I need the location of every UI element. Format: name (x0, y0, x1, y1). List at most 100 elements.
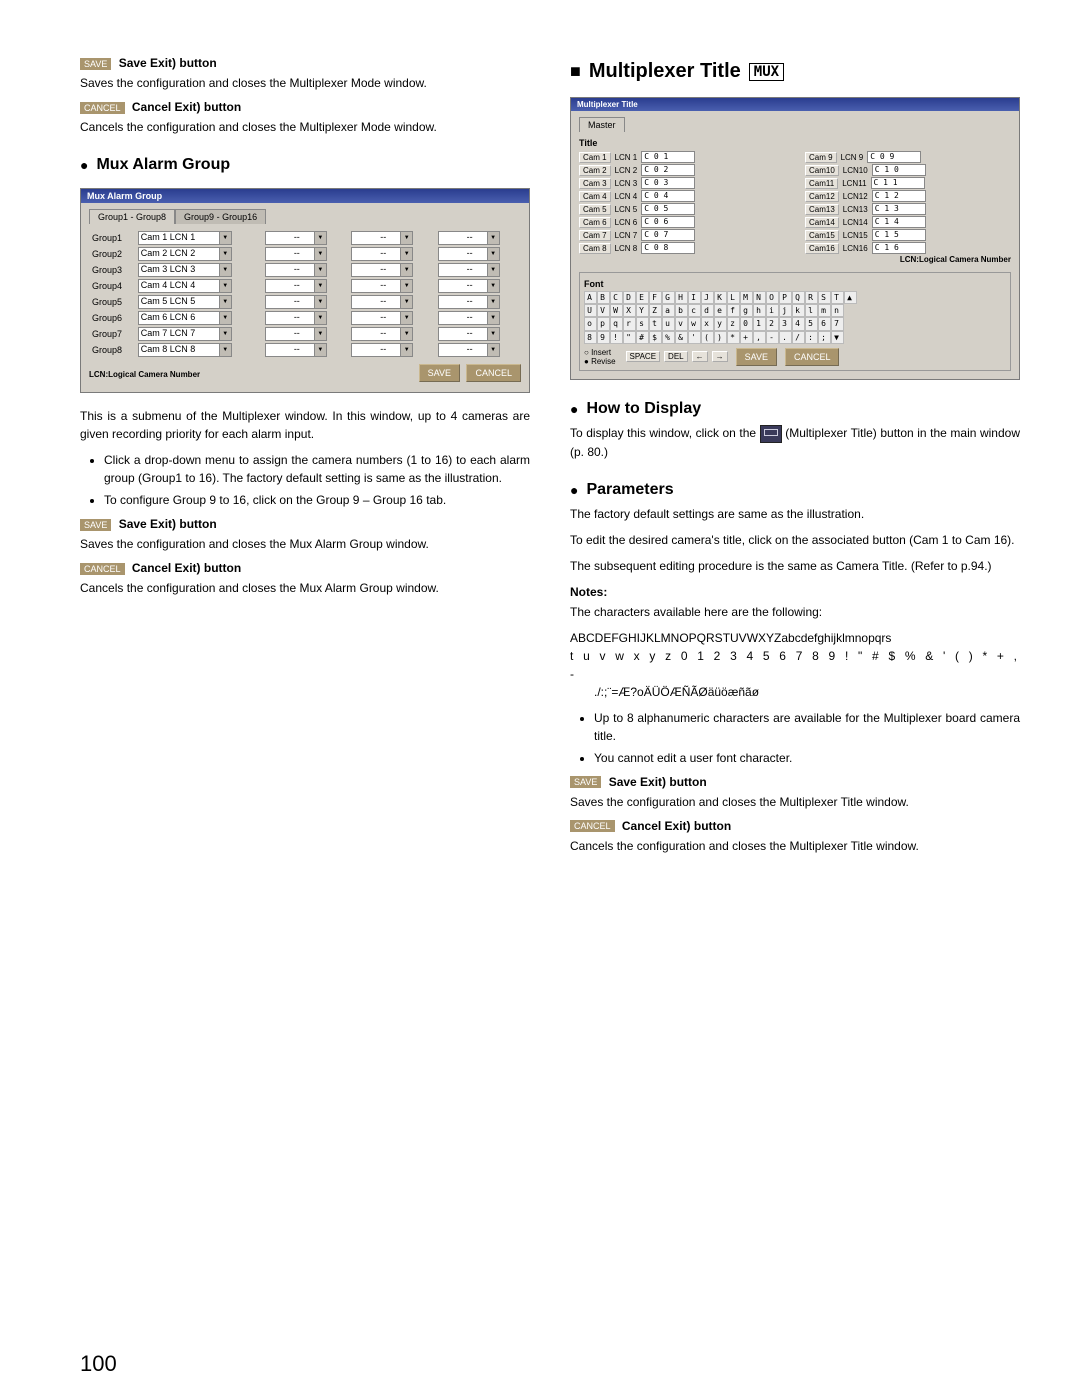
cam-select[interactable]: -- (438, 279, 500, 293)
font-char[interactable]: o (584, 317, 597, 330)
cam-button[interactable]: Cam 1 (579, 152, 611, 163)
font-char[interactable]: l (805, 304, 818, 317)
space-button[interactable]: SPACE (626, 351, 661, 362)
cam-select[interactable]: -- (265, 231, 327, 245)
cam-title-field[interactable]: C 1 1 (871, 177, 925, 189)
font-char[interactable]: * (727, 331, 740, 344)
font-char[interactable]: ! (610, 331, 623, 344)
font-char[interactable]: " (623, 331, 636, 344)
font-char[interactable]: ; (818, 331, 831, 344)
cam-button[interactable]: Cam 3 (579, 178, 611, 189)
font-char[interactable]: R (805, 291, 818, 304)
cam-select[interactable]: Cam 4 LCN 4 (138, 279, 232, 293)
font-char[interactable]: r (623, 317, 636, 330)
mt-cancel-button[interactable]: CANCEL (785, 348, 840, 366)
tab-group1-8[interactable]: Group1 - Group8 (89, 209, 175, 224)
font-char[interactable]: c (688, 304, 701, 317)
cam-select[interactable]: -- (351, 279, 413, 293)
font-char[interactable]: t (649, 317, 662, 330)
cam-button[interactable]: Cam11 (805, 178, 838, 189)
font-char[interactable]: 3 (779, 317, 792, 330)
cam-select[interactable]: -- (265, 343, 327, 357)
cam-select[interactable]: Cam 5 LCN 5 (138, 295, 232, 309)
font-char[interactable]: h (753, 304, 766, 317)
font-char[interactable]: G (662, 291, 675, 304)
font-char[interactable]: ) (714, 331, 727, 344)
panel-cancel-button[interactable]: CANCEL (466, 364, 521, 382)
font-char[interactable]: Y (636, 304, 649, 317)
font-char[interactable]: , (753, 331, 766, 344)
cam-select[interactable]: -- (265, 263, 327, 277)
cam-button[interactable]: Cam 6 (579, 217, 611, 228)
font-char[interactable]: T (831, 291, 844, 304)
font-char[interactable]: O (766, 291, 779, 304)
font-char[interactable]: s (636, 317, 649, 330)
panel-save-button[interactable]: SAVE (419, 364, 460, 382)
cam-title-field[interactable]: C 0 1 (641, 151, 695, 163)
font-char[interactable]: + (740, 331, 753, 344)
cam-select[interactable]: Cam 1 LCN 1 (138, 231, 232, 245)
cam-title-field[interactable]: C 0 7 (641, 229, 695, 241)
font-char[interactable]: w (688, 317, 701, 330)
cam-title-field[interactable]: C 1 3 (872, 203, 926, 215)
font-char[interactable]: N (753, 291, 766, 304)
font-char[interactable]: 9 (597, 331, 610, 344)
cam-select[interactable]: -- (351, 343, 413, 357)
arrow-left-button[interactable]: ← (692, 351, 708, 362)
cam-select[interactable]: -- (351, 295, 413, 309)
font-char[interactable]: u (662, 317, 675, 330)
cam-select[interactable]: -- (265, 279, 327, 293)
font-char[interactable]: H (675, 291, 688, 304)
font-char[interactable]: j (779, 304, 792, 317)
cam-title-field[interactable]: C 1 5 (872, 229, 926, 241)
font-char[interactable]: ▲ (844, 291, 857, 304)
font-char[interactable]: b (675, 304, 688, 317)
font-char[interactable]: / (792, 331, 805, 344)
mt-save-button[interactable]: SAVE (736, 348, 777, 366)
font-char[interactable]: : (805, 331, 818, 344)
cam-title-field[interactable]: C 1 2 (872, 190, 926, 202)
cam-title-field[interactable]: C 0 9 (867, 151, 921, 163)
font-char[interactable]: y (714, 317, 727, 330)
font-char[interactable]: X (623, 304, 636, 317)
cam-title-field[interactable]: C 0 6 (641, 216, 695, 228)
font-char[interactable]: 8 (584, 331, 597, 344)
font-char[interactable]: m (818, 304, 831, 317)
font-char[interactable]: A (584, 291, 597, 304)
font-char[interactable]: a (662, 304, 675, 317)
font-char[interactable]: S (818, 291, 831, 304)
font-char[interactable]: I (688, 291, 701, 304)
font-char[interactable]: i (766, 304, 779, 317)
cam-select[interactable]: Cam 2 LCN 2 (138, 247, 232, 261)
cam-button[interactable]: Cam 7 (579, 230, 611, 241)
font-char[interactable]: P (779, 291, 792, 304)
cam-button[interactable]: Cam10 (805, 165, 839, 176)
cam-title-field[interactable]: C 1 4 (872, 216, 926, 228)
font-char[interactable]: & (675, 331, 688, 344)
cam-title-field[interactable]: C 0 4 (641, 190, 695, 202)
font-char[interactable]: B (597, 291, 610, 304)
cam-title-field[interactable]: C 1 6 (872, 242, 926, 254)
cam-select[interactable]: -- (438, 263, 500, 277)
font-char[interactable]: L (727, 291, 740, 304)
cam-select[interactable]: -- (351, 263, 413, 277)
cam-select[interactable]: -- (265, 311, 327, 325)
font-char[interactable]: J (701, 291, 714, 304)
arrow-right-button[interactable]: → (712, 351, 728, 362)
font-char[interactable]: ▼ (831, 331, 844, 344)
font-char[interactable]: 2 (766, 317, 779, 330)
font-char[interactable]: 7 (831, 317, 844, 330)
cam-title-field[interactable]: C 0 3 (641, 177, 695, 189)
radio-insert[interactable]: ○ Insert (584, 348, 611, 357)
cam-select[interactable]: -- (438, 327, 500, 341)
font-char[interactable]: # (636, 331, 649, 344)
font-char[interactable]: d (701, 304, 714, 317)
cam-select[interactable]: -- (351, 231, 413, 245)
cam-button[interactable]: Cam13 (805, 204, 839, 215)
cam-title-field[interactable]: C 1 0 (872, 164, 926, 176)
cam-button[interactable]: Cam 5 (579, 204, 611, 215)
font-char[interactable]: g (740, 304, 753, 317)
font-char[interactable]: D (623, 291, 636, 304)
cam-select[interactable]: -- (351, 311, 413, 325)
font-char[interactable]: n (831, 304, 844, 317)
